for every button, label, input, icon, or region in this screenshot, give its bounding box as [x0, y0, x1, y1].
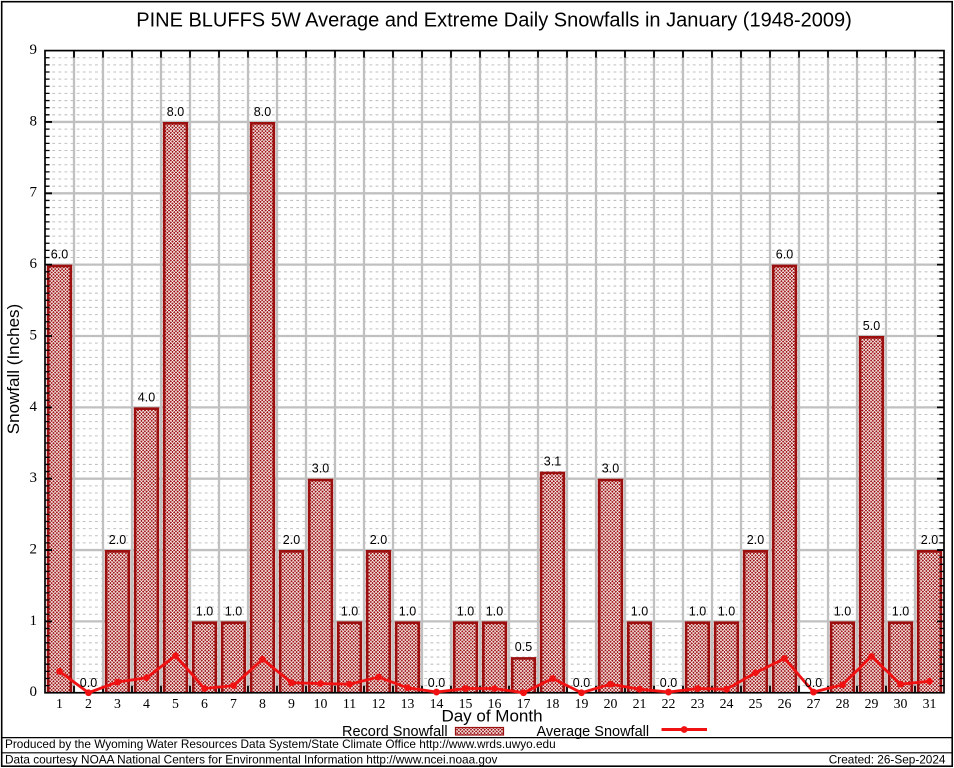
svg-text:Average Snowfall: Average Snowfall: [537, 724, 650, 740]
svg-text:29: 29: [865, 696, 879, 711]
svg-text:Snowfall (Inches): Snowfall (Inches): [4, 304, 23, 434]
svg-text:0.5: 0.5: [515, 640, 532, 654]
svg-text:14: 14: [430, 696, 444, 711]
svg-text:1.0: 1.0: [399, 604, 416, 618]
svg-text:3.0: 3.0: [602, 462, 619, 476]
svg-text:Data courtesy NOAA National Ce: Data courtesy NOAA National Centers for …: [5, 753, 498, 767]
svg-text:4: 4: [30, 399, 38, 415]
svg-text:2.0: 2.0: [283, 533, 300, 547]
svg-text:1.0: 1.0: [486, 604, 503, 618]
svg-text:4: 4: [143, 696, 150, 711]
svg-text:1.0: 1.0: [225, 604, 242, 618]
svg-text:31: 31: [923, 696, 937, 711]
svg-text:Record Snowfall: Record Snowfall: [342, 724, 448, 740]
svg-text:2.0: 2.0: [109, 533, 126, 547]
svg-text:6: 6: [30, 256, 38, 272]
svg-text:1.0: 1.0: [631, 604, 648, 618]
svg-text:0.0: 0.0: [428, 676, 445, 690]
svg-text:2.0: 2.0: [747, 533, 764, 547]
svg-text:1.0: 1.0: [196, 604, 213, 618]
svg-text:25: 25: [749, 696, 763, 711]
svg-text:0.0: 0.0: [80, 676, 97, 690]
svg-text:8: 8: [30, 113, 38, 129]
svg-text:12: 12: [372, 696, 386, 711]
svg-text:4.0: 4.0: [138, 390, 155, 404]
svg-text:9: 9: [288, 696, 295, 711]
svg-text:17: 17: [517, 696, 531, 711]
svg-text:1: 1: [56, 696, 63, 711]
svg-text:7: 7: [230, 696, 237, 711]
svg-text:1.0: 1.0: [892, 604, 909, 618]
svg-text:3.1: 3.1: [544, 455, 561, 469]
svg-text:13: 13: [401, 696, 415, 711]
svg-text:30: 30: [894, 696, 908, 711]
svg-text:3: 3: [30, 470, 38, 486]
svg-text:7: 7: [30, 185, 38, 201]
svg-text:3: 3: [114, 696, 121, 711]
svg-text:15: 15: [459, 696, 473, 711]
svg-text:0: 0: [30, 684, 38, 700]
svg-text:2.0: 2.0: [921, 533, 938, 547]
svg-text:0.0: 0.0: [805, 676, 822, 690]
svg-text:5.0: 5.0: [863, 319, 880, 333]
svg-text:28: 28: [836, 696, 850, 711]
svg-text:0.0: 0.0: [660, 676, 677, 690]
svg-text:8.0: 8.0: [167, 105, 184, 119]
svg-text:5: 5: [30, 327, 38, 343]
svg-text:2.0: 2.0: [370, 533, 387, 547]
svg-text:Produced by the Wyoming Water: Produced by the Wyoming Water Resources …: [5, 737, 556, 751]
svg-text:8.0: 8.0: [254, 105, 271, 119]
svg-text:20: 20: [604, 696, 618, 711]
svg-text:PINE BLUFFS 5W Average and Ext: PINE BLUFFS 5W Average and Extreme Daily…: [136, 10, 852, 32]
svg-text:9: 9: [30, 42, 38, 58]
svg-text:6.0: 6.0: [776, 248, 793, 262]
svg-text:22: 22: [662, 696, 676, 711]
svg-text:23: 23: [691, 696, 705, 711]
svg-text:6.0: 6.0: [51, 248, 68, 262]
svg-text:2: 2: [30, 541, 38, 557]
svg-text:1.0: 1.0: [689, 604, 706, 618]
svg-text:19: 19: [575, 696, 589, 711]
svg-text:1: 1: [30, 613, 38, 629]
svg-text:11: 11: [343, 696, 356, 711]
svg-text:27: 27: [807, 696, 821, 711]
svg-text:1.0: 1.0: [718, 604, 735, 618]
svg-text:5: 5: [172, 696, 179, 711]
svg-text:Day of Month: Day of Month: [441, 706, 542, 725]
svg-text:21: 21: [633, 696, 647, 711]
svg-text:16: 16: [488, 696, 502, 711]
svg-text:1.0: 1.0: [457, 604, 474, 618]
svg-text:Created: 26-Sep-2024: Created: 26-Sep-2024: [829, 753, 946, 767]
svg-text:18: 18: [546, 696, 560, 711]
svg-text:1.0: 1.0: [341, 604, 358, 618]
svg-text:3.0: 3.0: [312, 462, 329, 476]
svg-text:0.0: 0.0: [573, 676, 590, 690]
svg-text:24: 24: [720, 696, 734, 711]
svg-text:26: 26: [778, 696, 792, 711]
svg-text:6: 6: [201, 696, 208, 711]
svg-text:1.0: 1.0: [834, 604, 851, 618]
svg-text:10: 10: [314, 696, 328, 711]
svg-text:8: 8: [259, 696, 266, 711]
svg-text:2: 2: [85, 696, 92, 711]
